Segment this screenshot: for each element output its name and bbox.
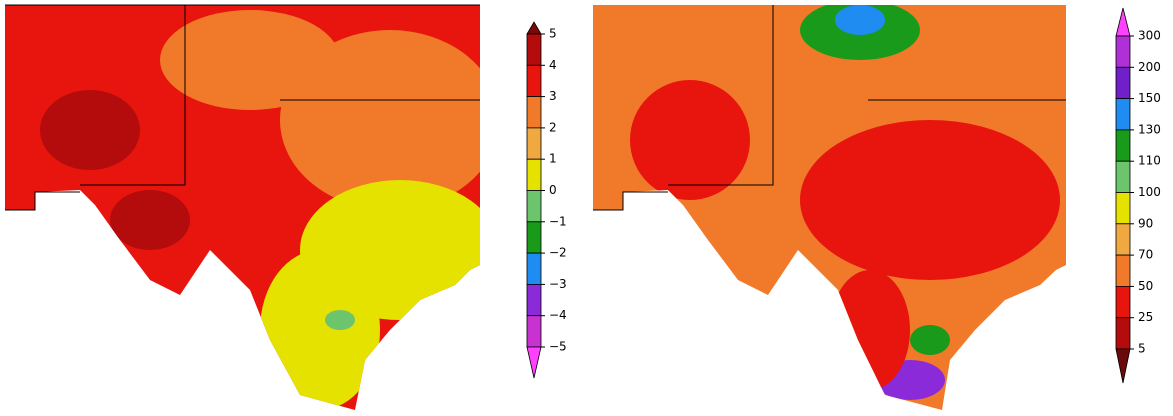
colorbar-cap [1115, 7, 1131, 37]
colorbar-label: −3 [549, 277, 567, 291]
colorbar-cap [526, 346, 542, 379]
colorbar-label: −4 [549, 308, 567, 322]
map-right [593, 5, 1066, 410]
map-left [5, 5, 480, 410]
colorbar-label: −2 [549, 246, 567, 260]
colorbar-label: 150 [1138, 91, 1161, 105]
colorbar-segment [526, 127, 542, 160]
colorbar-segment [526, 252, 542, 285]
colorbar-label: −5 [549, 340, 567, 354]
colorbar-label: 130 [1138, 122, 1161, 136]
colorbar-segment [526, 283, 542, 317]
colorbar-label: 3 [549, 89, 557, 103]
colorbar-cap [1115, 348, 1131, 384]
colorbar-segment [526, 64, 542, 98]
colorbar-label: −1 [549, 214, 567, 228]
colorbar-label: 1 [549, 152, 557, 166]
colorbar-label: 70 [1138, 248, 1153, 262]
colorbar-label: 90 [1138, 216, 1153, 230]
colorbar-segment [1115, 285, 1131, 319]
colorbar-segment [526, 190, 542, 223]
colorbar-segment [1115, 192, 1131, 225]
colorbar-segment [1115, 254, 1131, 287]
colorbar-segment [526, 96, 542, 129]
colorbar-cap [526, 21, 542, 35]
colorbar-label: 5 [1138, 342, 1146, 356]
colorbar-segment [526, 33, 542, 66]
colorbar-segment [1115, 223, 1131, 256]
colorbar-segment [526, 221, 542, 254]
colorbar-label: 100 [1138, 185, 1161, 199]
colorbar-label: 25 [1138, 310, 1153, 324]
colorbar-label: 110 [1138, 154, 1161, 168]
colorbar-label: 4 [549, 58, 557, 72]
colorbar-label: 300 [1138, 29, 1161, 43]
colorbar-segment [1115, 66, 1131, 100]
colorbar-segment [526, 158, 542, 191]
colorbar-label: 0 [549, 183, 557, 197]
colorbar-segment [1115, 160, 1131, 193]
colorbar-segment [1115, 129, 1131, 162]
colorbar-segment [1115, 317, 1131, 350]
colorbar-label: 5 [549, 27, 557, 41]
colorbar-segment [1115, 35, 1131, 68]
colorbar-segment [1115, 98, 1131, 131]
colorbar-label: 2 [549, 120, 557, 134]
colorbar-label: 200 [1138, 60, 1161, 74]
colorbar-segment [526, 315, 542, 348]
colorbar-label: 50 [1138, 279, 1153, 293]
